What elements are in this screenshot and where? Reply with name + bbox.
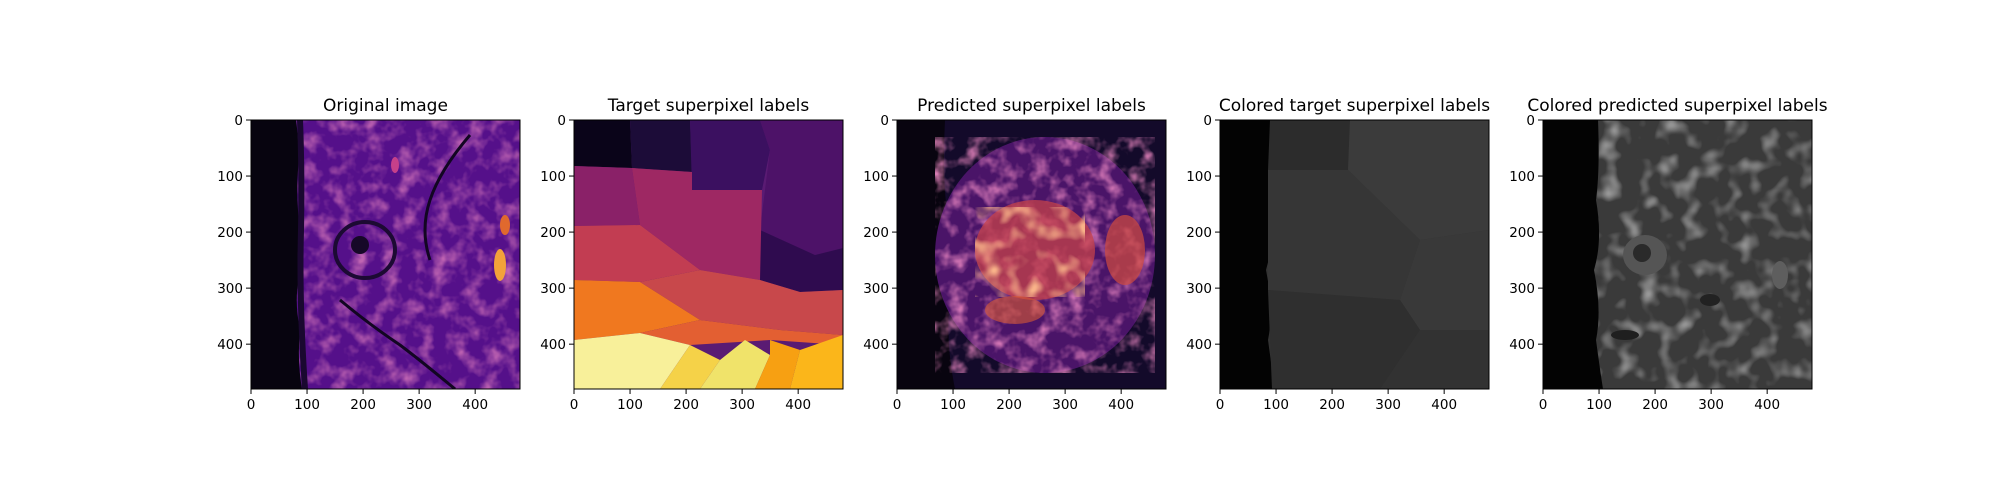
y-tick-label: 0 [234,113,243,129]
y-tick-label: 300 [1509,281,1535,297]
y-tick-label: 0 [1526,113,1535,129]
x-tick-label: 400 [785,397,811,413]
y-tick-label: 400 [1509,337,1535,353]
panel-predicted-superpixels: Predicted superpixel labels 0 100 200 300 40… [863,96,1167,413]
chart-title: Predicted superpixel labels [917,96,1146,116]
x-tick-label: 400 [1431,397,1457,413]
y-tick-label: 100 [1509,169,1535,185]
y-tick-label: 100 [217,169,243,185]
x-tick-label: 200 [1319,397,1345,413]
image-original [251,120,520,389]
x-tick-label: 0 [247,397,256,413]
x-tick-label: 200 [350,397,376,413]
x-tick-label: 100 [617,397,643,413]
x-tick-label: 0 [893,397,902,413]
x-tick-label: 100 [1263,397,1289,413]
y-tick-label: 200 [540,225,566,241]
image-target-labels [574,120,843,389]
y-tick-label: 400 [863,337,889,353]
y-tick-label: 200 [863,225,889,241]
y-tick-label: 300 [863,281,889,297]
x-tick-label: 0 [570,397,579,413]
x-tick-label: 100 [1586,397,1612,413]
x-tick-label: 0 [1539,397,1548,413]
x-tick-label: 300 [1375,397,1401,413]
y-tick-label: 0 [557,113,566,129]
chart-title: Original image [323,96,448,116]
image-colored-predicted [1543,120,1812,389]
y-tick-label: 400 [540,337,566,353]
x-tick-label: 200 [673,397,699,413]
plot-frame [1219,119,1490,390]
y-tick-label: 100 [540,169,566,185]
y-tick-label: 100 [1186,169,1212,185]
y-tick-label: 300 [217,281,243,297]
y-tick-label: 200 [1509,225,1535,241]
x-tick-label: 400 [1754,397,1780,413]
panel-original-image: Original image 0 100 200 300 400 0 100 200 300 40… [217,96,521,413]
x-tick-label: 300 [729,397,755,413]
x-tick-label: 200 [996,397,1022,413]
y-tick-label: 200 [1186,225,1212,241]
x-tick-label: 300 [406,397,432,413]
chart-title: Colored predicted superpixel labels [1527,96,1827,116]
y-tick-label: 400 [217,337,243,353]
y-tick-label: 300 [1186,281,1212,297]
panel-colored-target: Colored target superpixel labels 0 100 200… [1186,96,1490,413]
x-tick-label: 100 [294,397,320,413]
y-tick-label: 100 [863,169,889,185]
y-tick-label: 200 [217,225,243,241]
plot-frame [896,119,1167,390]
y-tick-label: 0 [880,113,889,129]
x-tick-label: 0 [1216,397,1225,413]
x-tick-label: 100 [940,397,966,413]
chart-title: Colored target superpixel labels [1219,96,1490,116]
x-tick-label: 200 [1642,397,1668,413]
image-predicted-labels [897,120,1166,389]
plot-frame [1542,119,1813,390]
y-tick-label: 0 [1203,113,1212,129]
panel-colored-predicted: Colored predicted superpixel labels 0 100… [1509,96,1828,413]
x-tick-label: 300 [1698,397,1724,413]
chart-title: Target superpixel labels [607,96,810,116]
x-tick-label: 400 [1108,397,1134,413]
x-tick-label: 400 [462,397,488,413]
x-tick-label: 300 [1052,397,1078,413]
plot-frame [573,119,844,390]
y-tick-label: 300 [540,281,566,297]
plot-frame [250,119,521,390]
panel-target-superpixels: Target superpixel labels 0 100 200 300 400 0 1… [540,96,844,413]
y-tick-label: 400 [1186,337,1212,353]
image-colored-target [1220,120,1489,389]
